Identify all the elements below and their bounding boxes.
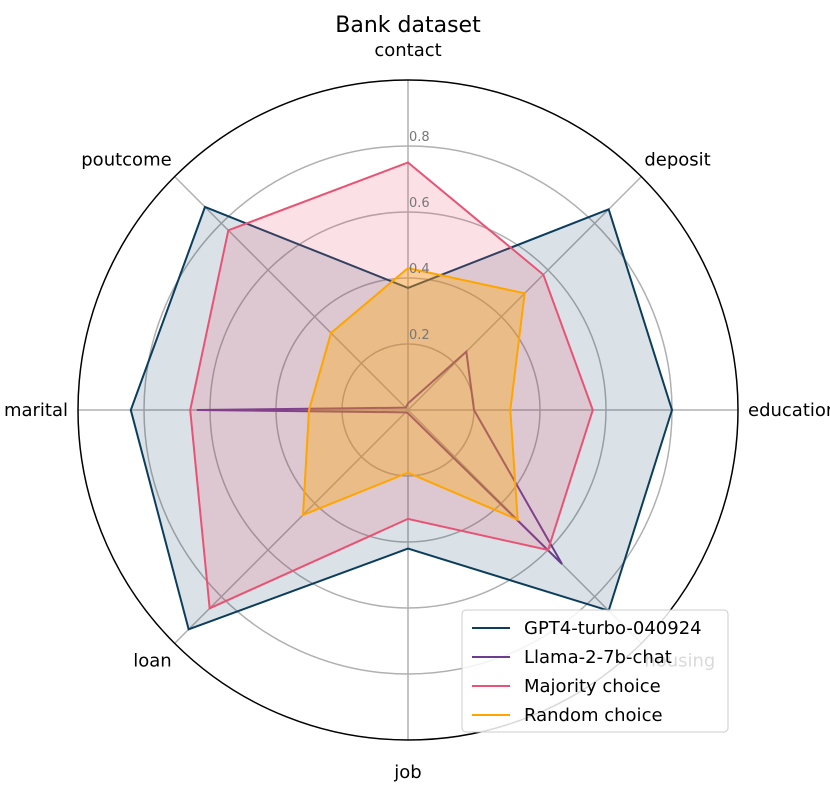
rtick-label: 0.6: [409, 196, 430, 211]
legend: GPT4-turbo-040924 Llama-2-7b-chat Majority…: [461, 609, 729, 733]
chart-title: Bank dataset: [335, 13, 481, 38]
radial-tick-labels: 0.2 0.4 0.6 0.8: [409, 130, 430, 343]
legend-label: Majority choice: [524, 676, 661, 697]
legend-box: [461, 609, 729, 733]
category-label-contact: contact: [374, 40, 441, 61]
grid-spoke: [174, 176, 409, 411]
series-layer: [129, 161, 674, 631]
category-label-marital: marital: [4, 400, 68, 421]
category-label-loan: loan: [133, 650, 171, 671]
series-3-polygon: [301, 267, 526, 522]
legend-label: Llama-2-7b-chat: [524, 647, 672, 668]
series-0-polygon: [129, 205, 674, 631]
category-label-deposit: deposit: [644, 150, 710, 171]
series-2-polygon: [189, 161, 594, 610]
rtick-label: 0.2: [409, 328, 430, 343]
rtick-label: 0.4: [409, 262, 430, 277]
series-1-polygon: [196, 349, 563, 565]
outer-frame: [77, 79, 739, 741]
legend-label: GPT4-turbo-040924: [524, 618, 702, 639]
grid-spoke: [174, 409, 409, 644]
category-label-education: education: [748, 400, 830, 421]
category-label-poutcome: poutcome: [81, 150, 171, 171]
category-label-job: job: [393, 762, 421, 783]
legend-label: Random choice: [524, 705, 663, 726]
rtick-label: 0.8: [409, 130, 430, 145]
